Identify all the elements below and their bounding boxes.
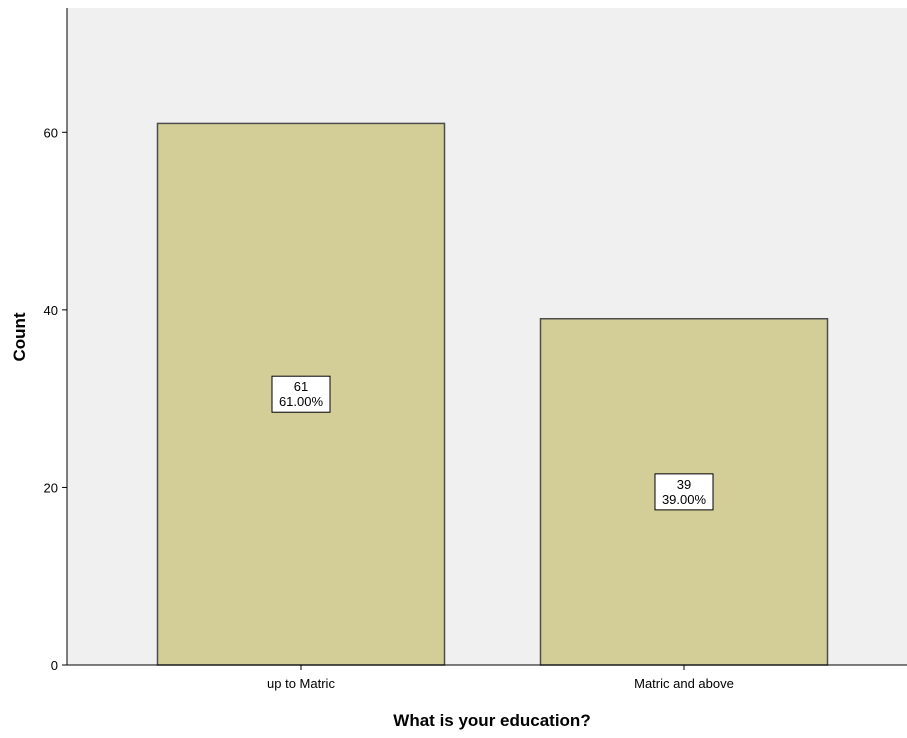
data-label-percent-1: 39.00% bbox=[662, 492, 707, 507]
x-tick-label-1: Matric and above bbox=[634, 676, 734, 691]
y-tick-label-0: 0 bbox=[51, 658, 58, 673]
y-axis-title: Count bbox=[10, 312, 29, 361]
x-axis-title: What is your education? bbox=[393, 711, 590, 730]
data-label-count-0: 61 bbox=[294, 379, 308, 394]
data-label-box-1 bbox=[654, 473, 714, 511]
data-label-box-0 bbox=[271, 375, 331, 413]
data-label-count-1: 39 bbox=[677, 477, 691, 492]
y-tick-label-1: 20 bbox=[44, 480, 58, 495]
x-tick-label-0: up to Matric bbox=[267, 676, 335, 691]
data-label-percent-0: 61.00% bbox=[279, 394, 324, 409]
y-tick-label-2: 40 bbox=[44, 303, 58, 318]
y-tick-label-3: 60 bbox=[44, 125, 58, 140]
